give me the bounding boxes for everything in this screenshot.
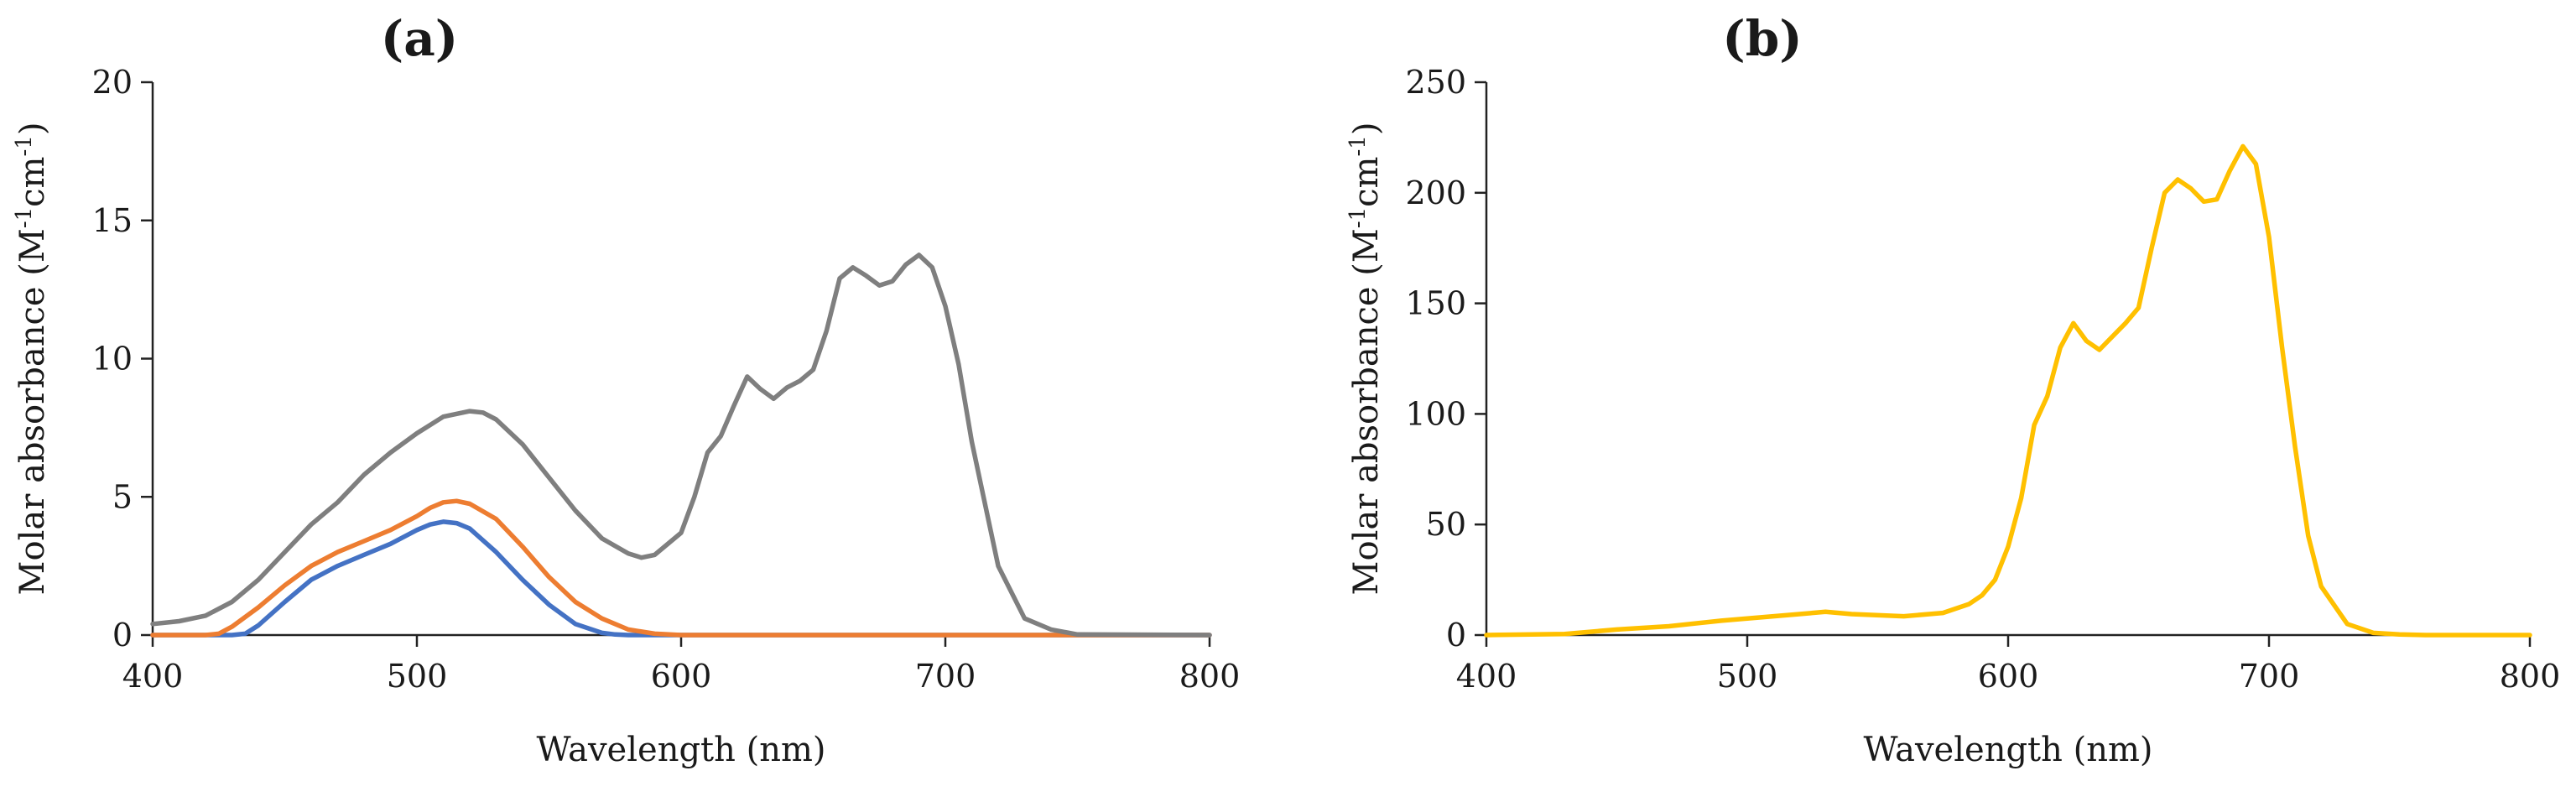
chart-panel-a: (a) 0 5 10 15 20 400 500 600 700 800 Wavelength (nm… xyxy=(12,10,1240,769)
y-tick-label: 100 xyxy=(1405,395,1466,432)
y-axis-title-part: -1 xyxy=(1345,135,1371,156)
y-axis-title-part: cm xyxy=(13,157,52,207)
y-axis-title-part: Molar absorbance (M xyxy=(13,228,52,595)
y-axis-title: Molar absorbance (M-1cm-1) xyxy=(12,122,52,596)
y-tick-label: 0 xyxy=(112,617,133,654)
y-tick-label: 15 xyxy=(92,202,133,239)
y-axis-title: Molar absorbance (M-1cm-1) xyxy=(1345,122,1386,596)
panel-label: (b) xyxy=(1722,10,1802,67)
x-tick-label: 400 xyxy=(1456,658,1517,695)
x-tick-label: 600 xyxy=(1978,658,2039,695)
panel-label: (a) xyxy=(381,10,458,67)
y-axis-title-part: -1 xyxy=(1345,207,1371,228)
series-line-1 xyxy=(1484,143,2532,638)
series-line-1 xyxy=(150,519,1212,638)
y-axis-title-part: -1 xyxy=(12,207,37,228)
x-tick-label: 700 xyxy=(2239,658,2300,695)
y-tick-label: 10 xyxy=(92,341,133,378)
x-tick-label: 800 xyxy=(2500,658,2561,695)
y-axis-title-part: -1 xyxy=(12,135,37,156)
x-tick-label: 600 xyxy=(651,658,712,695)
x-tick-label: 700 xyxy=(915,658,976,695)
y-tick-label: 250 xyxy=(1405,64,1466,101)
chart-panel-b: (b) 0 50 100 150 200 250 400 500 600 700 800 Wavelen… xyxy=(1345,10,2560,769)
y-tick-label: 200 xyxy=(1405,174,1466,211)
x-tick-label: 800 xyxy=(1179,658,1241,695)
y-tick-label: 50 xyxy=(1426,506,1466,543)
series-line-3 xyxy=(150,253,1212,638)
y-axis-title-part: ) xyxy=(13,122,52,136)
y-axis-title-part: ) xyxy=(1347,122,1386,136)
x-axis-title: Wavelength (nm) xyxy=(1863,731,2152,769)
x-tick-label: 400 xyxy=(122,658,184,695)
y-axis-title-part: Molar absorbance (M xyxy=(1347,228,1386,595)
series-line-2 xyxy=(150,498,1212,638)
y-tick-label: 0 xyxy=(1446,617,1466,654)
x-axis-title: Wavelength (nm) xyxy=(536,731,825,769)
x-tick-label: 500 xyxy=(1717,658,1778,695)
y-tick-label: 150 xyxy=(1405,285,1466,322)
y-axis-title-part: cm xyxy=(1347,157,1386,207)
y-tick-label: 20 xyxy=(92,64,133,101)
y-tick-label: 5 xyxy=(112,478,133,515)
x-tick-label: 500 xyxy=(387,658,448,695)
